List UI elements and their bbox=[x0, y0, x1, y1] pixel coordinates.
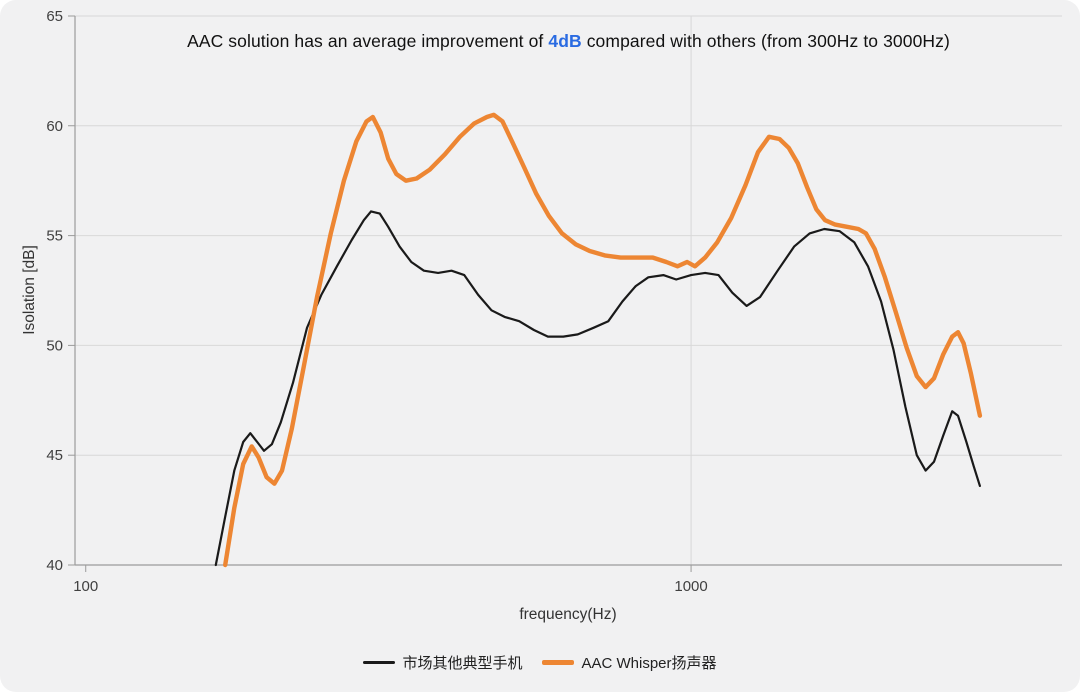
y-tick-label: 60 bbox=[46, 118, 63, 135]
y-tick-label: 55 bbox=[46, 228, 63, 245]
orange-line-swatch bbox=[542, 660, 575, 665]
black-line-swatch bbox=[363, 661, 396, 664]
legend-label-black-series: 市场其他典型手机 bbox=[402, 655, 523, 672]
y-tick-label: 50 bbox=[46, 337, 63, 354]
legend-item-black-series: 市场其他典型手机 bbox=[363, 652, 522, 673]
y-axis-title: Isolation [dB] bbox=[21, 245, 38, 335]
legend: 市场其他典型手机 AAC Whisper扬声器 bbox=[0, 652, 1080, 673]
legend-label-orange-series: AAC Whisper扬声器 bbox=[581, 655, 717, 672]
y-tick-label: 45 bbox=[46, 447, 63, 464]
y-tick-label: 65 bbox=[46, 8, 63, 25]
legend-item-orange-series: AAC Whisper扬声器 bbox=[542, 652, 717, 673]
chart-title-prefix: AAC solution has an average improvement … bbox=[187, 31, 549, 51]
chart-title-highlight: 4dB bbox=[548, 31, 582, 51]
series-line-aac-whisper bbox=[223, 112, 983, 568]
chart-title-suffix: compared with others (from 300Hz to 3000… bbox=[581, 31, 950, 51]
y-tick-label: 40 bbox=[46, 557, 63, 574]
series-line-other-phones bbox=[214, 210, 981, 567]
chart-title: AAC solution has an average improvement … bbox=[75, 31, 1062, 52]
x-tick-label: 100 bbox=[73, 578, 98, 595]
x-tick-label: 1000 bbox=[674, 578, 707, 595]
x-axis-title: frequency(Hz) bbox=[519, 606, 617, 623]
